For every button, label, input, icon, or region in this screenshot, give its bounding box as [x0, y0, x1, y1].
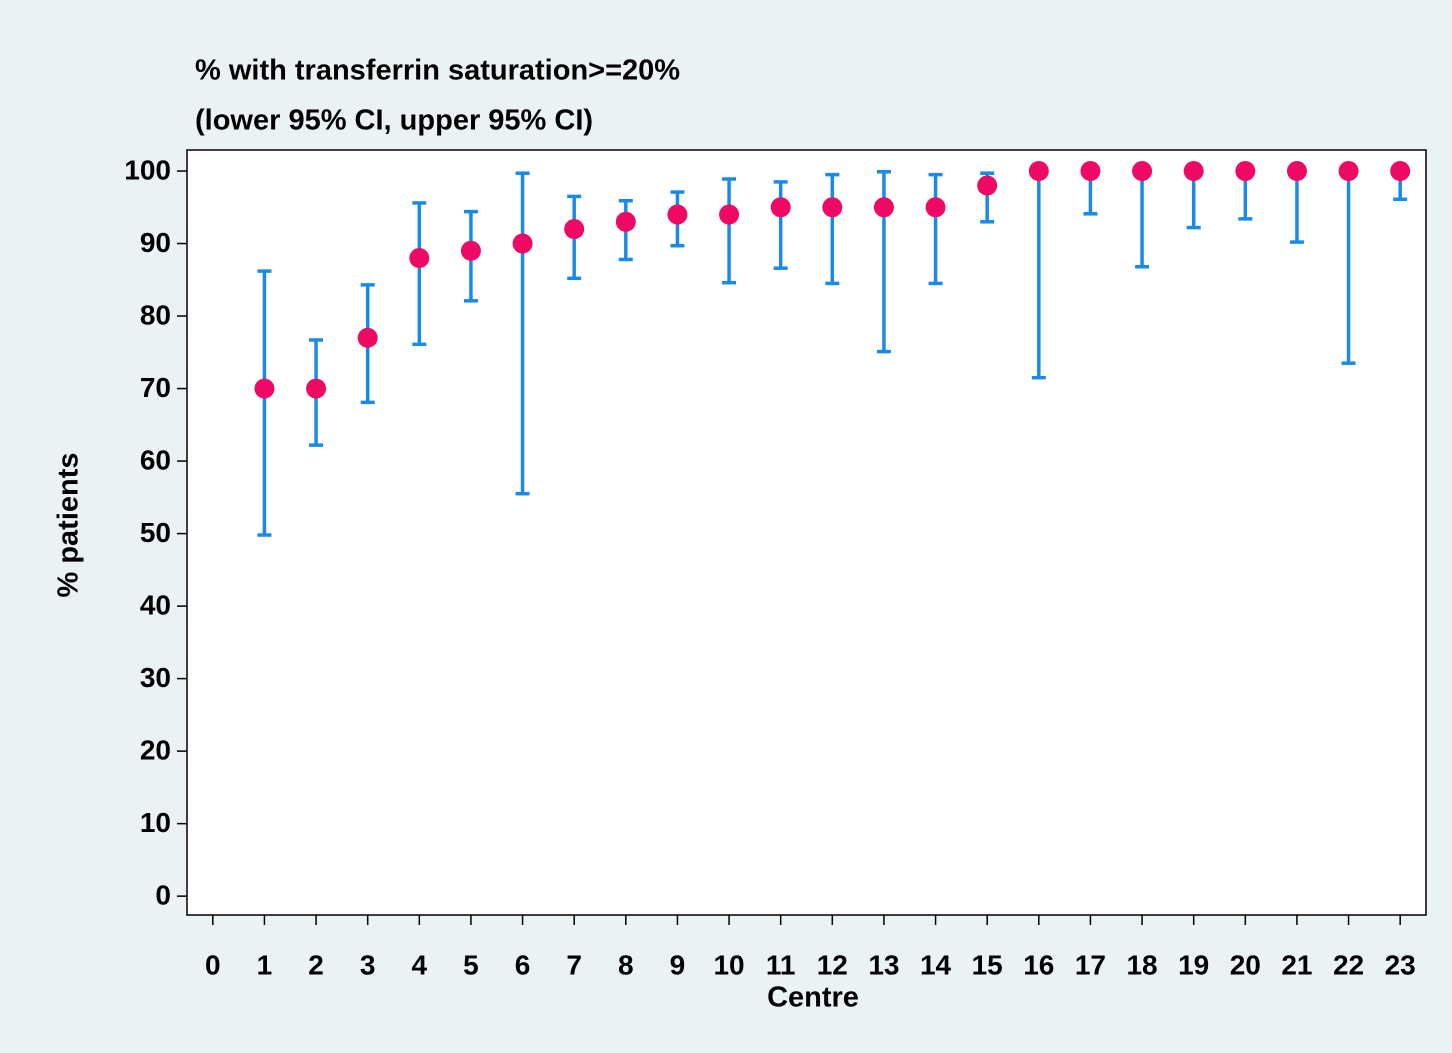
x-tick-label: 12 [817, 949, 848, 980]
y-tick-label: 20 [140, 735, 171, 766]
x-tick-label: 2 [308, 949, 324, 980]
point [512, 233, 533, 254]
point [1028, 161, 1049, 182]
x-tick-label: 3 [360, 949, 376, 980]
y-tick-label: 80 [140, 299, 171, 330]
point [1338, 161, 1359, 182]
y-tick-label: 90 [140, 227, 171, 258]
point [460, 240, 481, 261]
plot-area [186, 149, 1427, 916]
point [770, 197, 791, 218]
x-tick-label: 13 [868, 949, 899, 980]
y-tick-label: 40 [140, 589, 171, 620]
x-tick-label: 9 [670, 949, 686, 980]
point [925, 197, 946, 218]
chart-subtitle: (lower 95% CI, upper 95% CI) [195, 105, 593, 137]
x-tick-label: 19 [1178, 949, 1209, 980]
x-tick-label: 7 [566, 949, 582, 980]
point [977, 175, 998, 196]
point [615, 211, 636, 232]
point [719, 204, 740, 225]
x-tick-label: 17 [1075, 949, 1106, 980]
y-tick-label: 60 [140, 444, 171, 475]
x-tick-label: 4 [412, 949, 428, 980]
y-tick-label: 0 [155, 880, 171, 911]
point [564, 219, 585, 240]
y-tick-label: 50 [140, 517, 171, 548]
point [873, 197, 894, 218]
x-tick-label: 6 [515, 949, 531, 980]
x-tick-label: 5 [463, 949, 479, 980]
point [1286, 161, 1307, 182]
x-tick-label: 23 [1385, 949, 1416, 980]
point [254, 378, 275, 399]
x-tick-label: 22 [1333, 949, 1364, 980]
x-tick-label: 18 [1126, 949, 1157, 980]
x-tick-label: 20 [1230, 949, 1261, 980]
chart-title: % with transferrin saturation>=20% [195, 55, 680, 87]
point [667, 204, 688, 225]
x-axis-label: Centre [767, 982, 859, 1014]
point [1390, 161, 1411, 182]
y-axis-label: % patients [53, 452, 85, 597]
x-tick-label: 16 [1023, 949, 1054, 980]
x-tick-label: 8 [618, 949, 634, 980]
x-tick-label: 0 [205, 949, 221, 980]
y-tick-label: 30 [140, 662, 171, 693]
x-tick-label: 15 [972, 949, 1003, 980]
point [306, 378, 327, 399]
point [357, 327, 378, 348]
point [1235, 161, 1256, 182]
x-tick-label: 14 [920, 949, 952, 980]
x-tick-label: 10 [713, 949, 744, 980]
y-tick-label: 100 [124, 154, 171, 185]
point [409, 248, 430, 269]
x-tick-label: 1 [257, 949, 273, 980]
point [1080, 161, 1101, 182]
x-tick-label: 21 [1281, 949, 1312, 980]
y-tick-label: 10 [140, 807, 171, 838]
point [1183, 161, 1204, 182]
y-tick-label: 70 [140, 372, 171, 403]
x-tick-label: 11 [766, 949, 796, 980]
point [1132, 161, 1153, 182]
point [822, 197, 843, 218]
